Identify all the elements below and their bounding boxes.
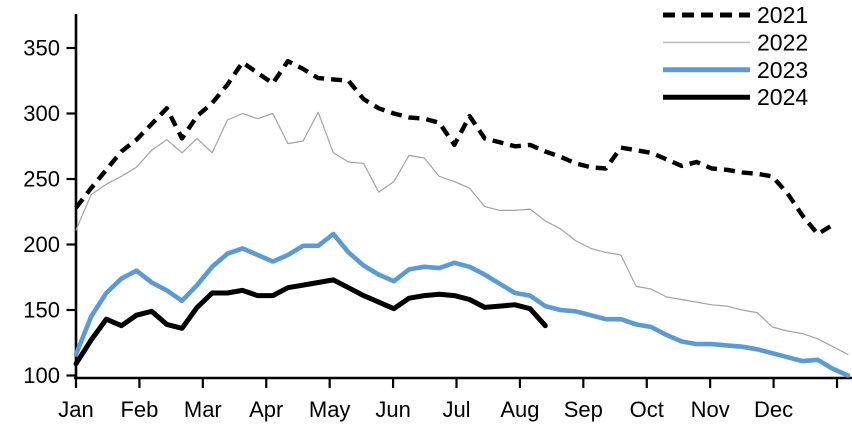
legend-label-2023: 2023 [757,57,808,83]
y-tick-label: 150 [23,298,60,323]
series-2024-line [73,277,548,367]
x-tick-label: May [309,397,351,422]
x-tick-label: Jul [442,397,470,422]
x-tick-label: Feb [120,397,158,422]
x-tick-label: Mar [184,397,222,422]
legend-label-2021: 2021 [757,2,808,28]
x-tick-label: Jan [58,397,93,422]
y-tick-label: 250 [23,167,60,192]
x-tick-label: Aug [500,397,539,422]
x-tick-label: Sep [564,397,603,422]
x-tick-label: Jun [375,397,410,422]
series-2021-line [74,58,835,237]
y-tick-label: 350 [23,36,60,61]
series-2023-line [73,231,851,378]
x-tick-label: Dec [754,397,793,422]
legend-label-2022: 2022 [757,29,808,55]
series-2022-line [75,111,849,356]
x-tick-label: Nov [691,397,730,422]
x-tick-label: Apr [249,397,283,422]
legend-label-2024: 2024 [757,84,808,110]
y-tick-label: 300 [23,101,60,126]
y-tick-label: 200 [23,232,60,257]
y-tick-label: 100 [23,363,60,388]
x-tick-label: Oct [630,397,664,422]
